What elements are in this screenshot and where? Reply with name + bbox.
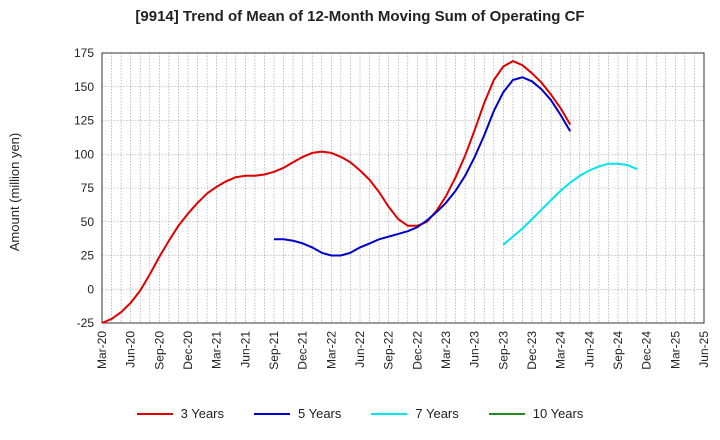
series-line-7-years — [502, 162, 638, 246]
y-tick-label: 75 — [81, 181, 95, 195]
legend-swatch — [254, 412, 290, 415]
x-tick-label: Dec-21 — [296, 331, 310, 370]
x-tick-label: Jun-20 — [124, 331, 138, 368]
legend-label: 5 Years — [298, 406, 342, 421]
y-tick-label: 50 — [81, 215, 95, 229]
legend-swatch — [136, 412, 173, 415]
legend-item: 10 Years — [488, 406, 584, 421]
x-tick-label: Mar-24 — [554, 331, 568, 369]
chart-title: [9914] Trend of Mean of 12-Month Moving … — [135, 8, 585, 25]
x-tick-label: Dec-22 — [410, 331, 424, 370]
series-layer — [101, 60, 638, 324]
grid-lines — [102, 52, 704, 324]
x-axis-ticks: Mar-20 Jun-20 Sep-20 Dec-20 Mar-21 Jun-21 Sep-… — [95, 331, 711, 370]
y-tick-label: 150 — [74, 80, 94, 94]
y-tick-label: 125 — [74, 114, 94, 128]
plot-frame — [101, 52, 705, 324]
legend-label: 7 Years — [415, 406, 459, 421]
legend-label: 10 Years — [532, 406, 584, 421]
legend-label: 3 Years — [180, 406, 224, 421]
y-axis-label: Amount (million yen) — [7, 133, 22, 252]
x-tick-label: Mar-21 — [210, 331, 224, 369]
x-tick-label: Sep-20 — [152, 331, 166, 370]
legend: 3 Years 5 Years 7 Years 10 Years — [0, 406, 720, 421]
legend-item: 7 Years — [371, 406, 459, 421]
x-tick-label: Mar-22 — [324, 331, 338, 369]
legend-swatch — [371, 412, 408, 415]
y-tick-label: 175 — [74, 46, 94, 60]
series-line-5-years — [274, 76, 572, 257]
x-tick-label: Dec-24 — [640, 331, 654, 370]
legend-swatch — [488, 412, 525, 415]
y-tick-label: 0 — [87, 282, 94, 296]
x-tick-label: Sep-23 — [496, 331, 510, 370]
x-tick-label: Jun-21 — [238, 331, 252, 368]
x-tick-label: Jun-22 — [353, 331, 367, 368]
x-tick-label: Sep-22 — [382, 331, 396, 370]
x-tick-label: Jun-25 — [697, 331, 711, 368]
x-tick-label: Jun-23 — [468, 331, 482, 368]
y-axis-ticks: -25 0 25 50 75 100 125 150 175 — [74, 46, 94, 330]
y-tick-label: 25 — [81, 249, 95, 263]
y-tick-label: -25 — [77, 316, 95, 330]
x-tick-label: Sep-24 — [611, 331, 625, 370]
x-tick-label: Sep-21 — [267, 331, 281, 370]
y-tick-label: 100 — [74, 147, 94, 161]
x-tick-label: Jun-24 — [582, 331, 596, 368]
x-tick-label: Dec-20 — [181, 331, 195, 370]
x-tick-label: Dec-23 — [525, 331, 539, 370]
series-line-3-years — [101, 60, 572, 324]
x-tick-label: Mar-25 — [668, 331, 682, 369]
legend-item: 3 Years — [136, 406, 224, 421]
x-tick-label: Mar-20 — [95, 331, 109, 369]
x-tick-label: Mar-23 — [439, 331, 453, 369]
legend-item: 5 Years — [254, 406, 341, 421]
